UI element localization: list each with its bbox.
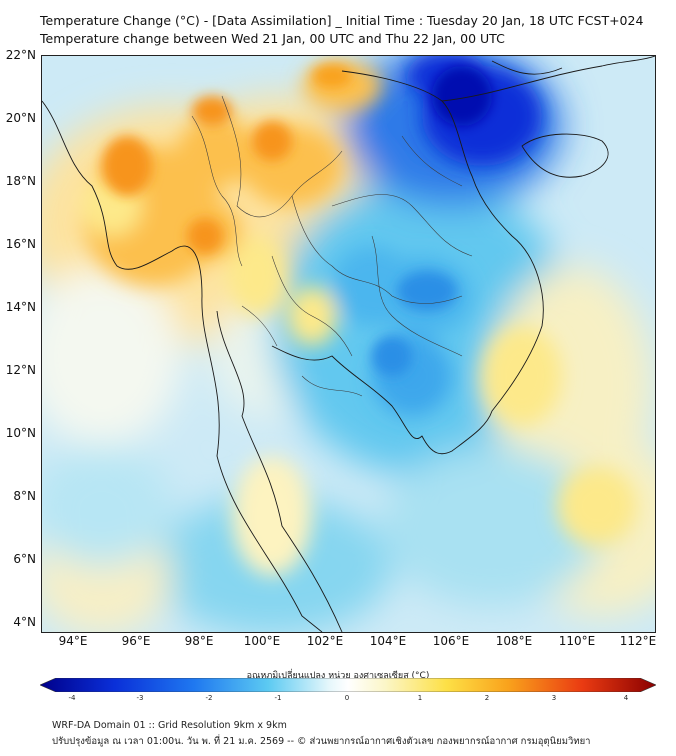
- colorbar-tick: -3: [136, 694, 144, 702]
- admin-boundaries: [191, 95, 473, 397]
- colorbar-tick: 4: [623, 694, 629, 702]
- colorbar-tick: 1: [417, 694, 423, 702]
- lon-label: 98°E: [184, 634, 214, 648]
- lon-label: 106°E: [432, 634, 470, 648]
- lat-label: 20°N: [5, 111, 36, 125]
- lon-label: 112°E: [619, 634, 657, 648]
- lon-label: 110°E: [558, 634, 596, 648]
- map-title: Temperature Change (°C) - [Data Assimila…: [40, 13, 644, 28]
- colorbar-tick: 3: [551, 694, 557, 702]
- lat-label: 22°N: [5, 48, 36, 62]
- footer-model-info: WRF-DA Domain 01 :: Grid Resolution 9km …: [52, 720, 287, 731]
- lon-label: 100°E: [243, 634, 281, 648]
- colorbar: [40, 678, 656, 692]
- colorbar-tick: -1: [274, 694, 282, 702]
- lat-label: 18°N: [5, 174, 36, 188]
- lat-label: 14°N: [5, 300, 36, 314]
- lat-label: 12°N: [5, 363, 36, 377]
- lat-label: 8°N: [13, 489, 36, 503]
- lon-label: 96°E: [121, 634, 151, 648]
- lon-label: 94°E: [58, 634, 88, 648]
- map-subtitle: Temperature change between Wed 21 Jan, 0…: [40, 31, 505, 46]
- coastlines: [42, 56, 655, 632]
- footer-credit: ปรับปรุงข้อมูล ณ เวลา 01:00น. วัน พ. ที่…: [52, 736, 591, 747]
- colorbar-ramp: [40, 678, 656, 692]
- colorbar-title: อุณหภูมิเปลี่ยนแปลง หน่วย องศาเซลเซียส (…: [246, 671, 430, 681]
- lat-label: 10°N: [5, 426, 36, 440]
- colorbar-tick: 2: [484, 694, 490, 702]
- colorbar-tick: -2: [205, 694, 213, 702]
- lon-label: 102°E: [306, 634, 344, 648]
- map-canvas: [42, 56, 655, 632]
- colorbar-tick: -4: [68, 694, 76, 702]
- field-peak-anomalies: [102, 64, 492, 376]
- temperature-change-map[interactable]: [41, 55, 656, 633]
- lat-label: 4°N: [13, 615, 36, 629]
- lat-label: 6°N: [13, 552, 36, 566]
- lon-label: 104°E: [369, 634, 407, 648]
- lon-label: 108°E: [495, 634, 533, 648]
- colorbar-tick: 0: [344, 694, 350, 702]
- lat-label: 16°N: [5, 237, 36, 251]
